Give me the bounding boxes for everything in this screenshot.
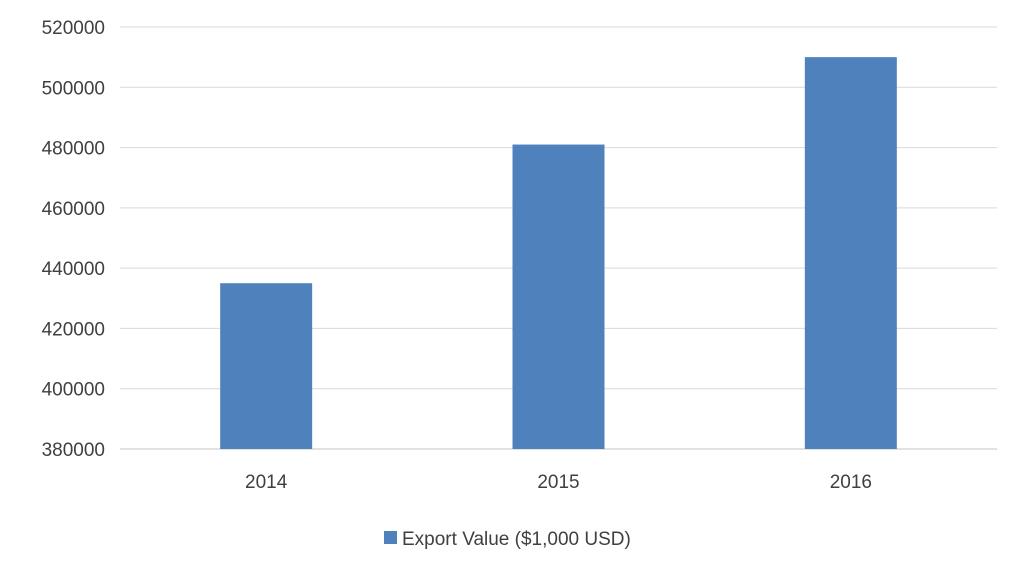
bars [220, 57, 897, 450]
legend: Export Value ($1,000 USD) [384, 529, 631, 550]
x-tick-label: 2014 [245, 472, 288, 493]
y-tick-label: 440000 [42, 259, 105, 280]
y-tick-label: 420000 [42, 319, 105, 340]
y-tick-label: 520000 [42, 18, 105, 39]
y-tick-label: 460000 [42, 199, 105, 220]
legend-swatch [384, 531, 397, 544]
y-tick-label: 480000 [42, 139, 105, 160]
x-tick-label: 2015 [537, 472, 579, 493]
bar-2015 [512, 144, 605, 450]
x-axis-tick-labels: 2014 2015 2016 [245, 472, 872, 493]
x-tick-label: 2016 [830, 472, 872, 493]
y-tick-label: 400000 [42, 380, 105, 401]
y-tick-label: 380000 [42, 440, 105, 461]
y-axis-tick-labels: 380000 400000 420000 440000 460000 480000 5000… [42, 18, 105, 461]
legend-label: Export Value ($1,000 USD) [402, 529, 631, 550]
y-tick-label: 500000 [42, 78, 105, 99]
bar-2016 [804, 57, 897, 450]
bar-2014 [220, 283, 313, 449]
